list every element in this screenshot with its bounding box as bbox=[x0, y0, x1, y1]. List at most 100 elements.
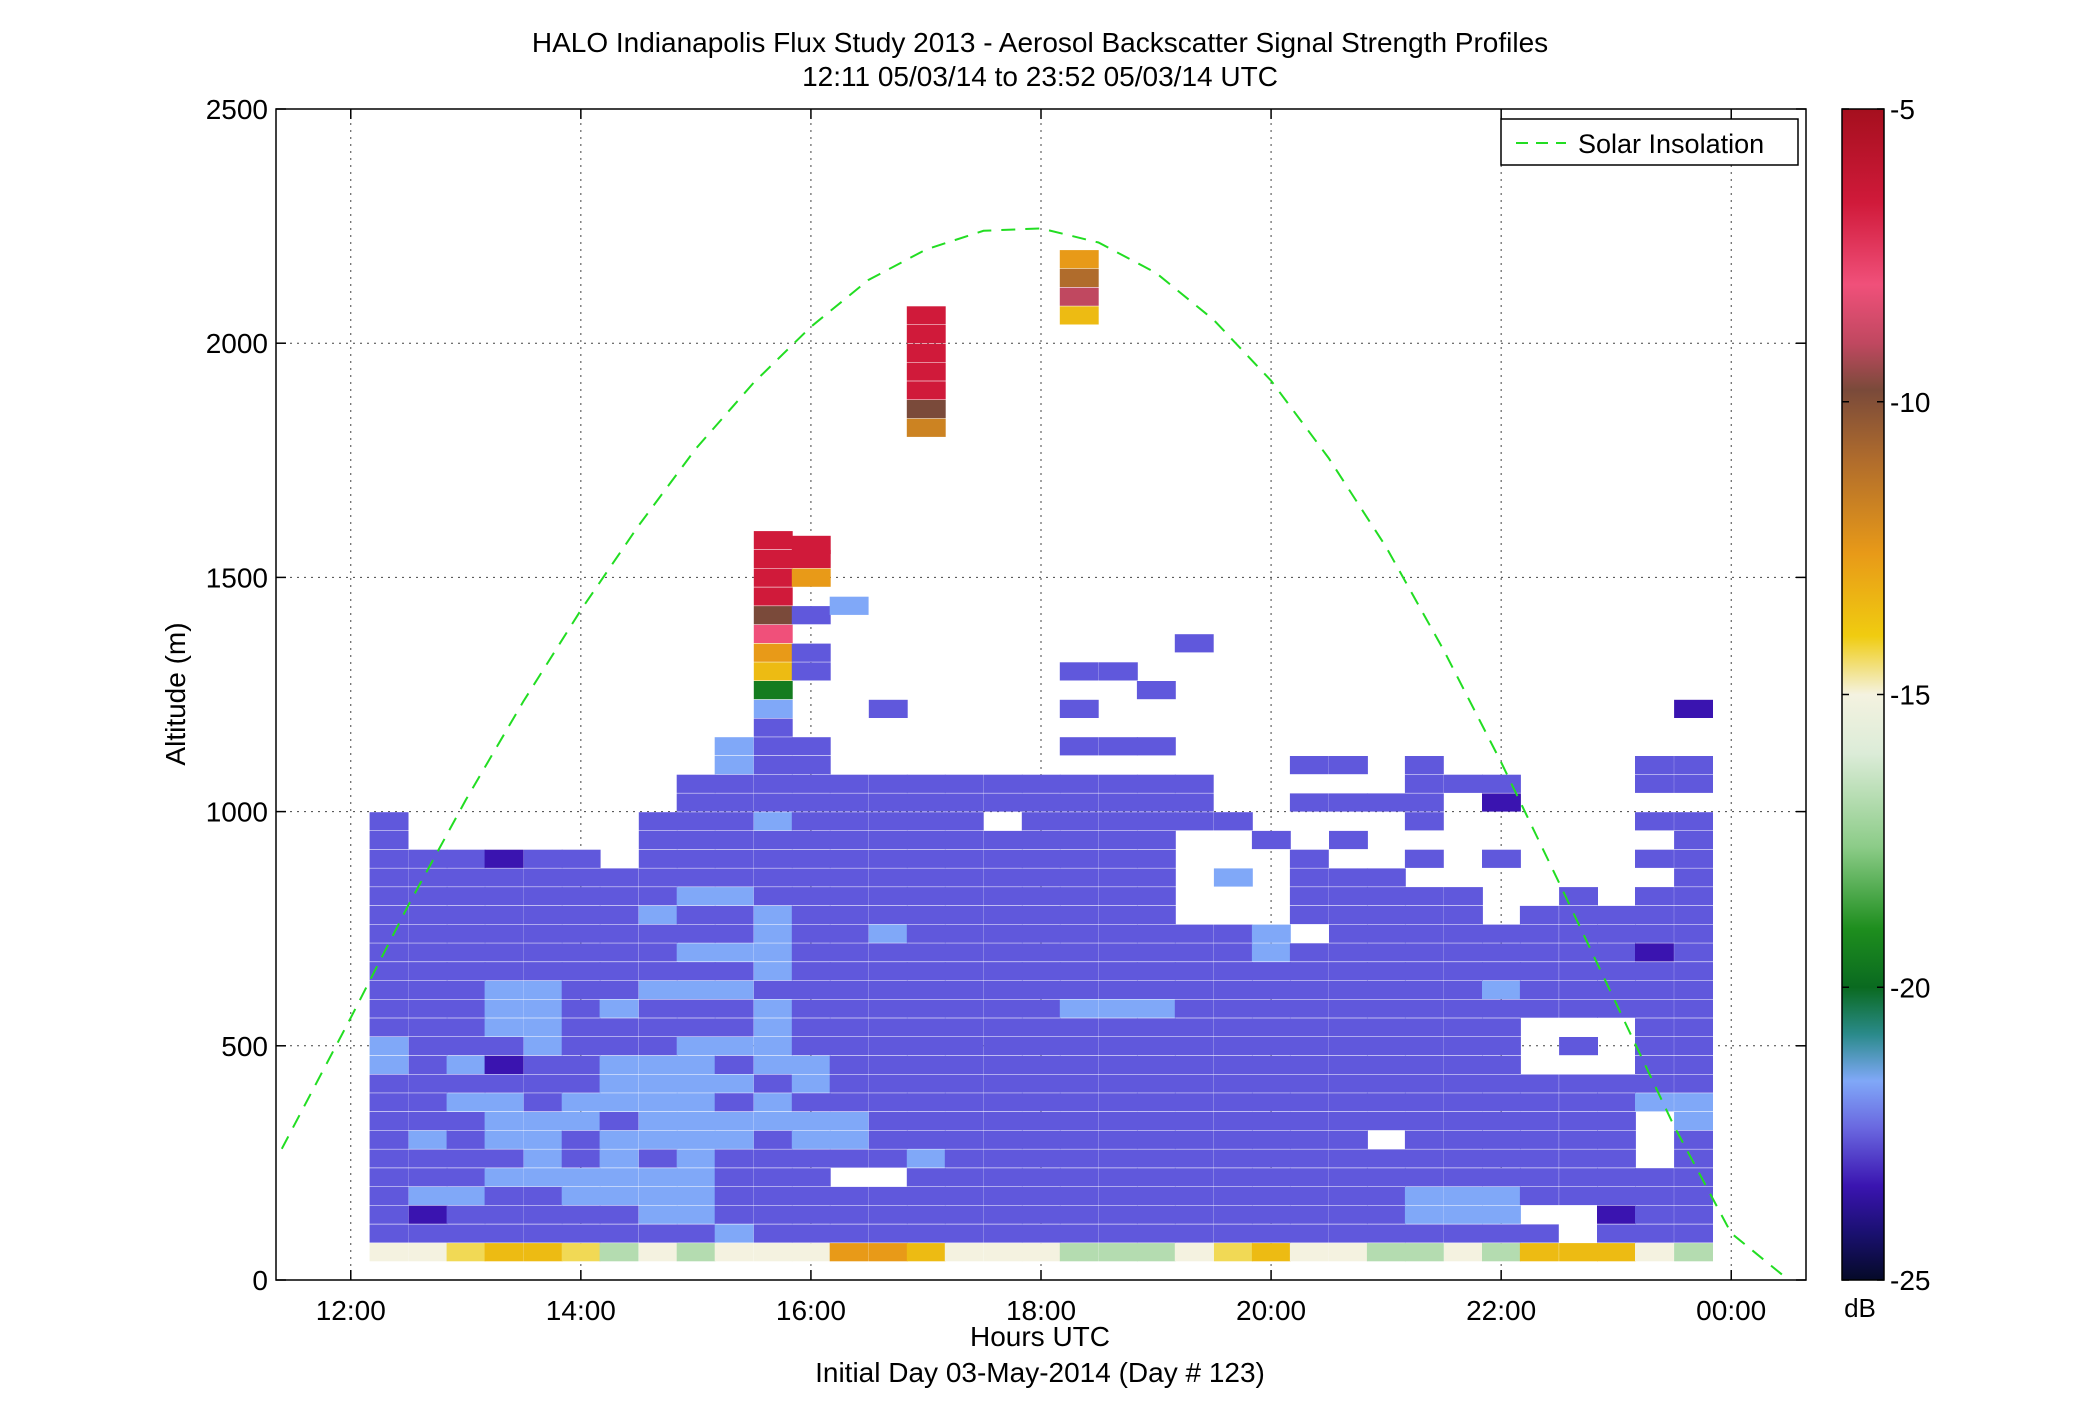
backscatter-cell bbox=[1021, 812, 1061, 831]
backscatter-cell bbox=[1444, 1055, 1483, 1074]
backscatter-cell bbox=[1213, 1224, 1253, 1243]
backscatter-cell bbox=[1366, 1243, 1406, 1262]
backscatter-cell bbox=[714, 943, 754, 962]
backscatter-cell bbox=[829, 1130, 869, 1149]
backscatter-cell bbox=[1213, 1149, 1253, 1168]
backscatter-cell bbox=[1251, 1130, 1291, 1149]
backscatter-cell bbox=[753, 1243, 793, 1262]
backscatter-cell bbox=[523, 980, 563, 999]
backscatter-cell bbox=[369, 887, 409, 906]
backscatter-cell bbox=[753, 849, 793, 868]
backscatter-cell bbox=[408, 1055, 448, 1074]
backscatter-cell bbox=[1329, 905, 1368, 925]
backscatter-cell bbox=[868, 868, 908, 887]
backscatter-cell bbox=[599, 1037, 639, 1056]
backscatter-cell bbox=[1482, 1093, 1521, 1112]
backscatter-cell bbox=[1482, 849, 1521, 868]
backscatter-cell bbox=[791, 849, 831, 868]
backscatter-cell bbox=[1366, 962, 1406, 981]
backscatter-cell bbox=[484, 1018, 524, 1037]
backscatter-cell bbox=[1329, 1130, 1368, 1149]
backscatter-cell bbox=[561, 1149, 601, 1168]
backscatter-cell bbox=[408, 1130, 448, 1149]
backscatter-cell bbox=[561, 980, 601, 999]
backscatter-cell bbox=[906, 1037, 946, 1056]
backscatter-cell bbox=[944, 1074, 984, 1093]
backscatter-cell bbox=[599, 1112, 639, 1131]
backscatter-cell bbox=[753, 793, 793, 812]
backscatter-cell bbox=[446, 962, 486, 981]
backscatter-cell bbox=[523, 1205, 563, 1224]
backscatter-cells bbox=[369, 250, 1713, 1262]
backscatter-cell bbox=[1597, 999, 1636, 1018]
backscatter-cell bbox=[1559, 1149, 1598, 1168]
backscatter-cell bbox=[408, 868, 448, 887]
backscatter-cell bbox=[1482, 1205, 1521, 1224]
backscatter-cell bbox=[1559, 1130, 1598, 1149]
backscatter-cell bbox=[944, 849, 984, 868]
backscatter-cell bbox=[1444, 980, 1483, 999]
colorbar-tick-label: -25 bbox=[1890, 1265, 1930, 1296]
backscatter-cell bbox=[1519, 1168, 1559, 1187]
backscatter-cell bbox=[868, 1130, 908, 1149]
backscatter-cell bbox=[408, 980, 448, 999]
backscatter-cell bbox=[1136, 1205, 1176, 1224]
backscatter-cell bbox=[791, 1149, 831, 1168]
backscatter-cell bbox=[1059, 1186, 1099, 1206]
backscatter-cell bbox=[906, 1018, 946, 1037]
backscatter-cell bbox=[1289, 1186, 1329, 1206]
backscatter-cell bbox=[408, 849, 448, 868]
backscatter-cell bbox=[1213, 962, 1253, 981]
backscatter-cell bbox=[906, 849, 946, 868]
backscatter-cell bbox=[1213, 980, 1253, 999]
backscatter-cell bbox=[829, 887, 869, 906]
backscatter-cell bbox=[1674, 1205, 1713, 1224]
backscatter-cell bbox=[753, 980, 793, 999]
backscatter-cell bbox=[676, 905, 716, 925]
backscatter-cell bbox=[791, 568, 831, 587]
backscatter-cell bbox=[753, 1037, 793, 1056]
backscatter-cell bbox=[1635, 980, 1674, 999]
x-tick-label: 12:00 bbox=[316, 1295, 386, 1326]
backscatter-cell bbox=[523, 1130, 563, 1149]
backscatter-cell bbox=[1059, 830, 1099, 850]
backscatter-cell bbox=[676, 849, 716, 868]
backscatter-cell bbox=[714, 1112, 754, 1131]
backscatter-cell bbox=[983, 962, 1023, 981]
backscatter-cell bbox=[1404, 924, 1444, 943]
backscatter-cell bbox=[1289, 1205, 1329, 1224]
backscatter-cell bbox=[1136, 905, 1176, 925]
backscatter-cell bbox=[1482, 1055, 1521, 1074]
backscatter-cell bbox=[1482, 1037, 1521, 1056]
backscatter-cell bbox=[868, 1037, 908, 1056]
backscatter-cell bbox=[1559, 1112, 1598, 1131]
backscatter-cell bbox=[1674, 699, 1713, 718]
backscatter-cell bbox=[599, 1018, 639, 1037]
backscatter-cell bbox=[1174, 1112, 1214, 1131]
backscatter-cell bbox=[1329, 756, 1368, 775]
backscatter-cell bbox=[753, 1186, 793, 1206]
backscatter-cell bbox=[484, 943, 524, 962]
backscatter-cell bbox=[1404, 1037, 1444, 1056]
backscatter-cell bbox=[484, 1130, 524, 1149]
backscatter-cell bbox=[1059, 306, 1099, 325]
backscatter-cell bbox=[1098, 1205, 1138, 1224]
backscatter-cell bbox=[1098, 868, 1138, 887]
backscatter-cell bbox=[868, 1224, 908, 1243]
backscatter-cell bbox=[1251, 999, 1291, 1018]
backscatter-cell bbox=[791, 1168, 831, 1187]
backscatter-cell bbox=[983, 793, 1023, 812]
backscatter-cell bbox=[1213, 1074, 1253, 1093]
backscatter-cell bbox=[638, 868, 678, 887]
backscatter-cell bbox=[791, 999, 831, 1018]
backscatter-cell bbox=[523, 905, 563, 925]
backscatter-cell bbox=[1098, 1037, 1138, 1056]
backscatter-cell bbox=[944, 1224, 984, 1243]
backscatter-cell bbox=[1213, 1037, 1253, 1056]
backscatter-cell bbox=[868, 1018, 908, 1037]
backscatter-cell bbox=[1174, 634, 1214, 653]
backscatter-cell bbox=[484, 1055, 524, 1074]
backscatter-cell bbox=[829, 962, 869, 981]
backscatter-cell bbox=[484, 924, 524, 943]
backscatter-cell bbox=[753, 1168, 793, 1187]
